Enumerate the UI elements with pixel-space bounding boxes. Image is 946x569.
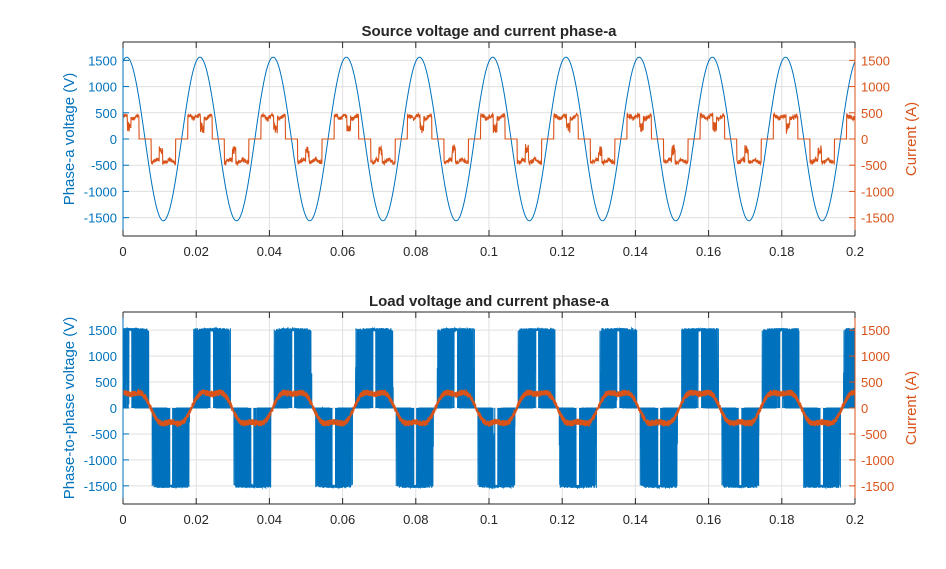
x-tick-label: 0.04 [257,244,282,259]
y-tick-label-right: 500 [861,375,883,390]
y-tick-label-left: -1500 [84,211,117,226]
y-tick-label-left: 1500 [88,323,117,338]
x-tick-label: 0.06 [330,512,355,527]
y-tick-label-left: 500 [95,375,117,390]
x-tick-label: 0.2 [846,512,864,527]
y-tick-label-right: 1500 [861,53,890,68]
x-tick-label: 0.12 [550,512,575,527]
x-tick-label: 0.06 [330,244,355,259]
y-axis-label-left: Phase-a voltage (V) [61,73,78,206]
chart-panel-2: 0 0.02 0.04 0.06 0.08 0.1 0.12 0.14 0.16 0.18 0.2 -… [61,293,920,527]
x-tick-label: 0.14 [623,244,648,259]
x-tick-label: 0.02 [184,512,209,527]
y-tick-label-left: 1500 [88,53,117,68]
series-line-left [123,326,855,490]
y-tick-label-right: 0 [861,401,868,416]
x-tick-label: 0.12 [550,244,575,259]
x-tick-label: 0.16 [696,244,721,259]
series-line-right [123,111,855,167]
y-axis-label-right: Current (A) [903,371,920,445]
x-tick-label: 0.1 [480,512,498,527]
x-tick-label: 0.14 [623,512,648,527]
y-tick-label-right: -1500 [861,479,894,494]
series-line-right [123,387,855,428]
y-tick-label-right: -1000 [861,453,894,468]
x-tick-label: 0.18 [769,244,794,259]
series-line-left [123,56,855,222]
y-tick-label-left: -500 [91,158,117,173]
y-axis-label-left: Phase-to-phase voltage (V) [61,317,78,500]
y-tick-label-left: 0 [110,132,117,147]
y-tick-label-right: -500 [861,158,887,173]
y-tick-label-right: -1500 [861,211,894,226]
y-tick-label-right: 500 [861,106,883,121]
y-tick-label-right: 0 [861,132,868,147]
y-tick-label-left: -500 [91,427,117,442]
x-tick-label: 0.08 [403,512,428,527]
x-tick-label: 0.1 [480,244,498,259]
y-tick-label-left: -1500 [84,479,117,494]
chart-panel-1: 0 0.02 0.04 0.06 0.08 0.1 0.12 0.14 0.16 0.18 0.2 -… [61,23,920,259]
y-tick-label-left: 1000 [88,80,117,95]
chart-title: Source voltage and current phase-a [361,23,617,40]
y-tick-label-left: 1000 [88,349,117,364]
x-tick-label: 0 [119,244,126,259]
y-tick-label-right: 1000 [861,349,890,364]
y-tick-label-left: -1000 [84,453,117,468]
y-tick-label-right: 1500 [861,323,890,338]
x-tick-label: 0.08 [403,244,428,259]
x-tick-label: 0.2 [846,244,864,259]
y-tick-label-right: 1000 [861,80,890,95]
x-tick-label: 0 [119,512,126,527]
y-tick-label-right: -1000 [861,184,894,199]
x-tick-label: 0.04 [257,512,282,527]
chart-title: Load voltage and current phase-a [369,293,610,310]
x-tick-label: 0.02 [184,244,209,259]
y-axis-label-right: Current (A) [903,102,920,176]
y-tick-label-left: 500 [95,106,117,121]
y-tick-label-left: 0 [110,401,117,416]
y-tick-label-right: -500 [861,427,887,442]
x-tick-label: 0.16 [696,512,721,527]
y-tick-label-left: -1000 [84,184,117,199]
x-tick-label: 0.18 [769,512,794,527]
